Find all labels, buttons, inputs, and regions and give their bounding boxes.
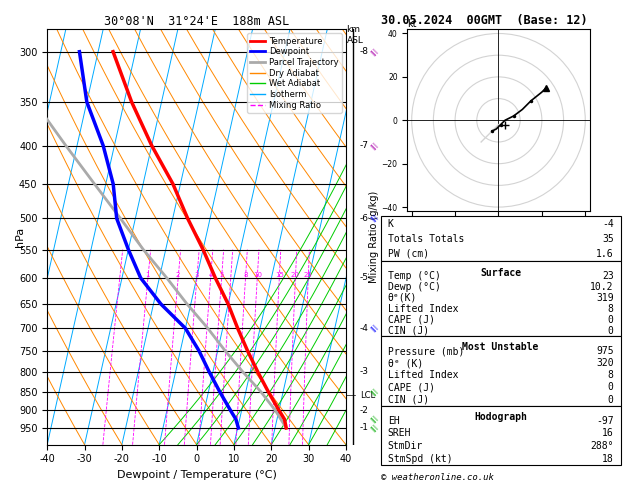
Text: |||: ||| bbox=[369, 47, 379, 57]
Text: 2: 2 bbox=[176, 272, 181, 278]
Text: -97: -97 bbox=[596, 416, 614, 426]
Text: StmDir: StmDir bbox=[387, 441, 423, 451]
Text: -1: -1 bbox=[360, 423, 369, 433]
Text: -8: -8 bbox=[360, 47, 369, 56]
Text: Surface: Surface bbox=[480, 268, 521, 278]
Text: 0: 0 bbox=[608, 395, 614, 404]
Text: Totals Totals: Totals Totals bbox=[387, 234, 464, 244]
Text: Hodograph: Hodograph bbox=[474, 412, 527, 422]
Bar bbox=[381, 216, 621, 261]
Text: 1.6: 1.6 bbox=[596, 249, 614, 259]
Text: -4: -4 bbox=[602, 219, 614, 229]
Text: 0: 0 bbox=[608, 314, 614, 325]
Text: 975: 975 bbox=[596, 346, 614, 356]
Text: 0: 0 bbox=[608, 326, 614, 335]
Text: |||: ||| bbox=[369, 140, 379, 151]
Text: 1: 1 bbox=[146, 272, 150, 278]
Legend: Temperature, Dewpoint, Parcel Trajectory, Dry Adiabat, Wet Adiabat, Isotherm, Mi: Temperature, Dewpoint, Parcel Trajectory… bbox=[247, 34, 342, 113]
Bar bbox=[381, 406, 621, 465]
Text: kt: kt bbox=[408, 19, 417, 29]
Text: 10.2: 10.2 bbox=[590, 282, 614, 292]
Text: 4: 4 bbox=[208, 272, 213, 278]
Text: 16: 16 bbox=[602, 429, 614, 438]
Text: |||: ||| bbox=[369, 387, 379, 397]
Text: Most Unstable: Most Unstable bbox=[462, 343, 539, 352]
Text: |||: ||| bbox=[369, 323, 379, 333]
Text: 0: 0 bbox=[608, 382, 614, 392]
Text: -3: -3 bbox=[360, 367, 369, 376]
Text: LCL: LCL bbox=[360, 391, 375, 400]
Text: km
ASL: km ASL bbox=[347, 25, 364, 45]
Text: PW (cm): PW (cm) bbox=[387, 249, 429, 259]
Text: CIN (J): CIN (J) bbox=[387, 326, 429, 335]
Text: -4: -4 bbox=[360, 324, 369, 333]
Text: -2: -2 bbox=[360, 406, 369, 415]
Text: 5: 5 bbox=[220, 272, 224, 278]
Text: 8: 8 bbox=[608, 304, 614, 313]
Text: 35: 35 bbox=[602, 234, 614, 244]
X-axis label: Dewpoint / Temperature (°C): Dewpoint / Temperature (°C) bbox=[116, 470, 277, 480]
Text: θᵉ(K): θᵉ(K) bbox=[387, 293, 417, 303]
Text: EH: EH bbox=[387, 416, 399, 426]
Text: Lifted Index: Lifted Index bbox=[387, 370, 459, 381]
Text: © weatheronline.co.uk: © weatheronline.co.uk bbox=[381, 473, 493, 482]
Text: K: K bbox=[387, 219, 394, 229]
Text: 10: 10 bbox=[253, 272, 262, 278]
Text: Pressure (mb): Pressure (mb) bbox=[387, 346, 464, 356]
Text: 30.05.2024  00GMT  (Base: 12): 30.05.2024 00GMT (Base: 12) bbox=[381, 14, 587, 27]
Text: 320: 320 bbox=[596, 358, 614, 368]
Text: Lifted Index: Lifted Index bbox=[387, 304, 459, 313]
Text: Mixing Ratio (g/kg): Mixing Ratio (g/kg) bbox=[369, 191, 379, 283]
Text: CAPE (J): CAPE (J) bbox=[387, 382, 435, 392]
Text: 8: 8 bbox=[608, 370, 614, 381]
Text: 8: 8 bbox=[243, 272, 248, 278]
Text: 18: 18 bbox=[602, 453, 614, 464]
Text: -5: -5 bbox=[360, 274, 369, 282]
Text: |||: ||| bbox=[369, 213, 379, 224]
Text: 20: 20 bbox=[291, 272, 300, 278]
Text: CAPE (J): CAPE (J) bbox=[387, 314, 435, 325]
Text: 3: 3 bbox=[194, 272, 199, 278]
Text: 15: 15 bbox=[275, 272, 284, 278]
Text: 319: 319 bbox=[596, 293, 614, 303]
Text: -7: -7 bbox=[360, 141, 369, 150]
Text: Temp (°C): Temp (°C) bbox=[387, 271, 441, 281]
Text: CIN (J): CIN (J) bbox=[387, 395, 429, 404]
Text: 25: 25 bbox=[304, 272, 313, 278]
Text: -6: -6 bbox=[360, 214, 369, 223]
Bar bbox=[381, 336, 621, 406]
Text: 23: 23 bbox=[602, 271, 614, 281]
Text: hPa: hPa bbox=[15, 227, 25, 247]
Text: |||: ||| bbox=[369, 423, 379, 433]
Text: |||: ||| bbox=[369, 414, 379, 424]
Text: 288°: 288° bbox=[590, 441, 614, 451]
Text: Dewp (°C): Dewp (°C) bbox=[387, 282, 441, 292]
Bar bbox=[381, 261, 621, 336]
Text: SREH: SREH bbox=[387, 429, 411, 438]
Text: StmSpd (kt): StmSpd (kt) bbox=[387, 453, 452, 464]
Text: θᵉ (K): θᵉ (K) bbox=[387, 358, 423, 368]
Title: 30°08'N  31°24'E  188m ASL: 30°08'N 31°24'E 188m ASL bbox=[104, 15, 289, 28]
